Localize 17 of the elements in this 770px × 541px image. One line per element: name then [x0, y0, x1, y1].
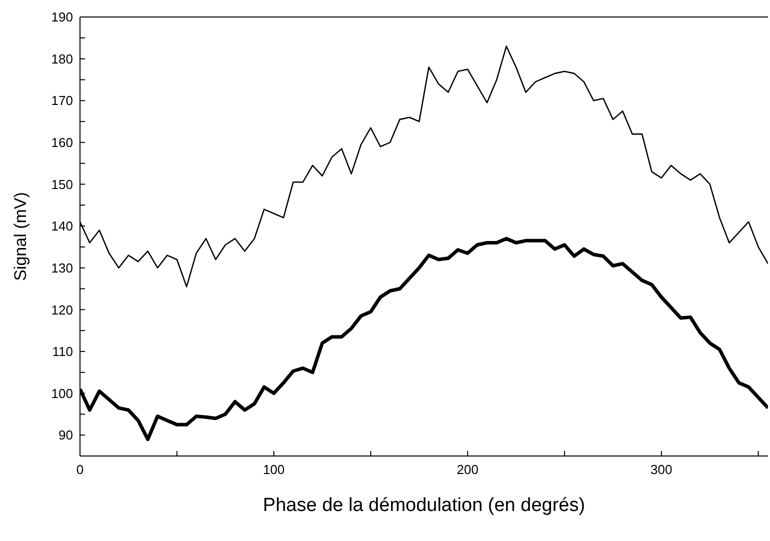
y-tick-label: 120: [51, 302, 73, 318]
x-tick-label: 300: [650, 462, 672, 478]
y-tick-label: 160: [51, 135, 73, 150]
y-tick-label: 100: [51, 386, 73, 401]
y-tick-label: 130: [51, 260, 73, 276]
y-tick-label: 170: [51, 93, 73, 108]
y-tick-label: 180: [51, 51, 73, 66]
y-tick-label: 110: [52, 344, 73, 360]
y-tick-label: 140: [51, 218, 73, 234]
y-tick-label: 190: [51, 10, 73, 25]
y-tick-label: 90: [58, 428, 73, 443]
y-axis-title: Signal (mV): [11, 192, 30, 281]
x-axis-title: Phase de la démodulation (en degrés): [262, 495, 586, 516]
y-tick-label: 150: [51, 176, 73, 192]
x-tick-label: 0: [76, 462, 84, 478]
x-tick-label: 100: [262, 462, 285, 478]
x-tick-label: 200: [456, 462, 478, 478]
